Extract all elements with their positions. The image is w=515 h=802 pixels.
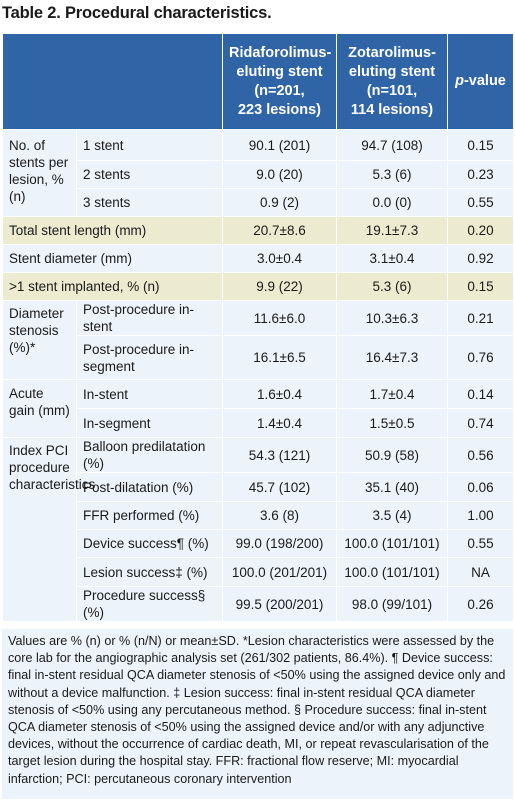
cell-ridaforolimus: 100.0 (201/201) [222, 557, 337, 587]
row-sublabel: Post-procedure in-segment [76, 335, 223, 380]
cell-zotarolimus: 3.5 (4) [336, 501, 448, 530]
row-sublabel: Post-procedure in-stent [76, 300, 223, 336]
header-empty-cell [2, 33, 223, 130]
cell-zotarolimus: 50.9 (58) [336, 437, 448, 473]
cell-pvalue: 0.26 [447, 586, 514, 622]
header-row: Ridaforolimus- eluting stent (n=201, 223… [2, 33, 514, 130]
row-sublabel: 3 stents [76, 188, 223, 217]
cell-ridaforolimus: 9.0 (20) [222, 160, 337, 189]
table-row: Post-dilatation (%) 45.7 (102) 35.1 (40)… [3, 472, 514, 502]
cell-pvalue: 0.06 [447, 472, 514, 502]
table-row: Post-procedure in-segment 16.1±6.5 16.4±… [3, 335, 514, 380]
table-row: Diameter stenosis (%)* Post-procedure in… [2, 300, 514, 380]
row-label-total-length: Total stent length (mm) [2, 216, 223, 245]
cell-pvalue: 0.21 [447, 300, 514, 336]
cell-pvalue: 0.76 [447, 335, 514, 380]
table-row: Device success¶ (%) 99.0 (198/200) 100.0… [3, 529, 514, 558]
cell-zotarolimus: 5.3 (6) [336, 160, 448, 189]
cell-zotarolimus: 0.0 (0) [336, 188, 448, 217]
row-label-more-than-one-stent: >1 stent implanted, % (n) [2, 272, 223, 301]
row-sublabel: In-segment [76, 408, 223, 438]
table-row: No. of stents per lesion, % (n) 1 stent … [2, 129, 514, 217]
cell-ridaforolimus: 3.0±0.4 [222, 244, 337, 273]
cell-zotarolimus: 1.5±0.5 [336, 408, 448, 438]
row-sublabel: Lesion success‡ (%) [76, 557, 223, 587]
cell-pvalue: NA [447, 557, 514, 587]
table-row: Stent diameter (mm) 3.0±0.4 3.1±0.4 0.92 [2, 244, 514, 273]
row-label-stents-per-lesion: No. of stents per lesion, % (n) [2, 129, 77, 217]
table-row: FFR performed (%) 3.6 (8) 3.5 (4) 1.00 [3, 501, 514, 530]
row-sublabel: Post-dilatation (%) [76, 472, 223, 502]
table-row: Acute gain (mm) In-stent 1.6±0.4 1.7±0.4… [2, 379, 514, 438]
cell-zotarolimus: 3.1±0.4 [336, 244, 448, 273]
cell-ridaforolimus: 20.7±8.6 [222, 216, 337, 245]
cell-pvalue: 0.15 [447, 272, 514, 301]
row-sublabel: Device success¶ (%) [76, 529, 223, 558]
cell-ridaforolimus: 3.6 (8) [222, 501, 337, 530]
cell-zotarolimus: 100.0 (101/101) [336, 529, 448, 558]
cell-pvalue: 0.56 [447, 437, 514, 473]
row-label-stent-diameter: Stent diameter (mm) [2, 244, 223, 273]
cell-pvalue: 0.55 [447, 188, 514, 217]
cell-ridaforolimus: 0.9 (2) [222, 188, 337, 217]
cell-zotarolimus: 1.7±0.4 [336, 379, 448, 409]
cell-zotarolimus: 19.1±7.3 [336, 216, 448, 245]
row-label-acute-gain: Acute gain (mm) [2, 379, 77, 438]
cell-pvalue: 0.92 [447, 244, 514, 273]
cell-zotarolimus: 16.4±7.3 [336, 335, 448, 380]
row-label-index-pci: Index PCI procedure characteristics [2, 437, 95, 622]
row-sublabel: Procedure success§ (%) [76, 586, 223, 622]
table-row: In-segment 1.4±0.4 1.5±0.5 0.74 [3, 408, 514, 438]
table-row: 2 stents 9.0 (20) 5.3 (6) 0.23 [3, 160, 514, 189]
header-ridaforolimus: Ridaforolimus- eluting stent (n=201, 223… [222, 33, 337, 130]
row-sublabel: Balloon predilatation (%) [76, 437, 223, 473]
table-row: Lesion success‡ (%) 100.0 (201/201) 100.… [3, 557, 514, 587]
table-row: >1 stent implanted, % (n) 9.9 (22) 5.3 (… [2, 272, 514, 301]
table-row: 3 stents 0.9 (2) 0.0 (0) 0.55 [3, 188, 514, 217]
cell-ridaforolimus: 45.7 (102) [222, 472, 337, 502]
procedural-table: Ridaforolimus- eluting stent (n=201, 223… [2, 33, 514, 622]
table-row: Index PCI procedure characteristics Ball… [2, 437, 514, 622]
table-footnote: Values are % (n) or % (n/N) or mean±SD. … [2, 629, 513, 799]
cell-ridaforolimus: 90.1 (201) [222, 129, 337, 161]
row-sublabel: 2 stents [76, 160, 223, 189]
cell-pvalue: 0.15 [447, 129, 514, 161]
cell-pvalue: 0.14 [447, 379, 514, 409]
cell-pvalue: 0.23 [447, 160, 514, 189]
cell-ridaforolimus: 9.9 (22) [222, 272, 337, 301]
table-title: Table 2. Procedural characteristics. [2, 4, 272, 22]
row-sublabel: FFR performed (%) [76, 501, 223, 530]
cell-ridaforolimus: 99.5 (200/201) [222, 586, 337, 622]
cell-zotarolimus: 10.3±6.3 [336, 300, 448, 336]
cell-pvalue: 0.20 [447, 216, 514, 245]
cell-pvalue: 0.55 [447, 529, 514, 558]
header-pvalue: p-value [447, 33, 514, 130]
row-label-diameter-stenosis: Diameter stenosis (%)* [2, 300, 77, 380]
table-row: Procedure success§ (%) 99.5 (200/201) 98… [3, 586, 514, 622]
cell-zotarolimus: 94.7 (108) [336, 129, 448, 161]
cell-ridaforolimus: 11.6±6.0 [222, 300, 337, 336]
cell-zotarolimus: 100.0 (101/101) [336, 557, 448, 587]
header-zotarolimus: Zotarolimus- eluting stent (n=101, 114 l… [336, 33, 448, 130]
cell-ridaforolimus: 54.3 (121) [222, 437, 337, 473]
cell-ridaforolimus: 1.6±0.4 [222, 379, 337, 409]
cell-zotarolimus: 35.1 (40) [336, 472, 448, 502]
cell-pvalue: 0.74 [447, 408, 514, 438]
row-sublabel: In-stent [76, 379, 223, 409]
cell-ridaforolimus: 16.1±6.5 [222, 335, 337, 380]
cell-zotarolimus: 98.0 (99/101) [336, 586, 448, 622]
cell-zotarolimus: 5.3 (6) [336, 272, 448, 301]
cell-ridaforolimus: 99.0 (198/200) [222, 529, 337, 558]
cell-pvalue: 1.00 [447, 501, 514, 530]
cell-ridaforolimus: 1.4±0.4 [222, 408, 337, 438]
row-sublabel: 1 stent [76, 129, 223, 161]
table-row: Total stent length (mm) 20.7±8.6 19.1±7.… [2, 216, 514, 245]
